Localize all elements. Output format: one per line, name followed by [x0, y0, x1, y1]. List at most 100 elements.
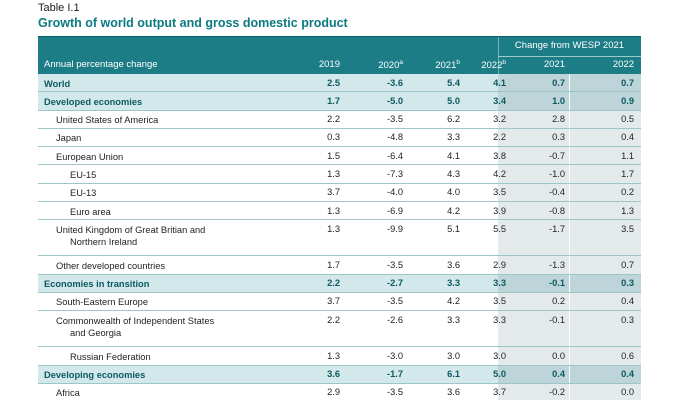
- table-cell: 3.7: [493, 387, 506, 398]
- row-label-line: Northern Ireland: [70, 236, 138, 247]
- table-cell: 3.6: [447, 259, 460, 270]
- table-cell: 1.3: [327, 168, 340, 179]
- table-cell: -3.5: [386, 296, 403, 307]
- table-cell: -1.0: [548, 168, 565, 179]
- column-separator: [569, 128, 570, 147]
- table-cell: -1.7: [548, 223, 565, 234]
- table-cell: 3.4: [493, 95, 506, 106]
- row-label: Euro area: [70, 206, 111, 218]
- header-col-footnote-mark: b: [456, 59, 460, 66]
- table-cell: 3.7: [327, 296, 340, 307]
- table-cell: 5.5: [493, 223, 506, 234]
- header-row-label: Annual percentage change: [44, 59, 158, 70]
- row-label: Developed economies: [44, 96, 142, 108]
- header-col-1: 2019: [304, 59, 340, 70]
- row-label-line: United States of America: [56, 115, 159, 126]
- row-label-line: World: [44, 78, 71, 89]
- table-cell: 0.3: [621, 314, 634, 325]
- row-label: Africa: [56, 387, 80, 399]
- table-cell: 1.7: [621, 168, 634, 179]
- row-label-line: EU-15: [70, 169, 97, 180]
- row-label: European Union: [56, 151, 123, 163]
- table-cell: 2.9: [493, 259, 506, 270]
- table-cell: -0.2: [548, 387, 565, 398]
- table-cell: 0.2: [552, 296, 565, 307]
- row-label-line: European Union: [56, 151, 124, 162]
- column-separator: [569, 365, 570, 383]
- table-cell: -3.5: [386, 259, 403, 270]
- header-col-footnote-mark: b: [502, 59, 506, 66]
- table-cell: 0.5: [621, 114, 634, 125]
- table-cell: 2.9: [327, 387, 340, 398]
- table-row: South-Eastern Europe 3.7 -3.5 4.2 3.5 0.2 0.4: [38, 292, 641, 312]
- table-cell: 3.5: [621, 223, 634, 234]
- table-cell: 2.2: [327, 278, 340, 289]
- table-cell: 2.2: [327, 114, 340, 125]
- column-separator: [569, 311, 570, 347]
- table-cell: 6.2: [447, 114, 460, 125]
- table-cell: 0.7: [552, 77, 565, 88]
- table-cell: -0.1: [548, 278, 565, 289]
- row-label-line: Russian Federation: [70, 351, 151, 362]
- table-cell: 2.2: [327, 314, 340, 325]
- table-cell: -1.7: [386, 369, 403, 380]
- table-cell: 3.0: [447, 350, 460, 361]
- column-separator: [569, 183, 570, 202]
- row-label: EU-13: [70, 187, 96, 199]
- column-separator: [569, 165, 570, 183]
- row-label: Other developed countries: [56, 260, 165, 272]
- table-cell: 4.2: [447, 296, 460, 307]
- table-cell: 3.9: [493, 205, 506, 216]
- row-label-line: United Kingdom of Great Britian and: [56, 224, 206, 235]
- table-cell: 1.3: [327, 205, 340, 216]
- header-group-label: Change from WESP 2021: [514, 40, 625, 51]
- table-row: Africa 2.9 -3.5 3.6 3.7 -0.2 0.0: [38, 383, 641, 400]
- table-row: Commonwealth of Independent States and Ge…: [38, 311, 641, 348]
- table-cell: -2.6: [386, 314, 403, 325]
- table-cell: 3.3: [493, 314, 506, 325]
- header-group-rule: [498, 56, 641, 57]
- table-cell: 0.2: [621, 187, 634, 198]
- table-row: EU-15 1.3 -7.3 4.3 4.2 -1.0 1.7: [38, 165, 641, 184]
- header-col-year: 2022: [612, 59, 634, 70]
- table-cell: 4.2: [447, 205, 460, 216]
- header-col-year: 2019: [318, 59, 340, 70]
- table-cell: 0.3: [621, 278, 634, 289]
- table-cell: 1.7: [327, 95, 340, 106]
- table-cell: 4.2: [493, 168, 506, 179]
- table-cell: 3.6: [327, 369, 340, 380]
- row-label: United Kingdom of Great Britian and North…: [56, 224, 205, 248]
- header-col-year: 2020: [378, 60, 400, 72]
- table-cell: 4.1: [493, 77, 506, 88]
- table-cell: 1.0: [552, 95, 565, 106]
- table-cell: 1.3: [327, 350, 340, 361]
- row-label-line: Developed economies: [44, 96, 143, 107]
- table-cell: -3.6: [386, 77, 403, 88]
- table-cell: -0.7: [548, 150, 565, 161]
- row-label-line: EU-13: [70, 188, 97, 199]
- table-group-row: Developed economies 1.7 -5.0 5.0 3.4 1.0 0.9: [38, 92, 641, 111]
- table-cell: 3.3: [447, 278, 460, 289]
- table-cell: -3.5: [386, 387, 403, 398]
- table-cell: 0.3: [327, 132, 340, 143]
- table-cell: 4.1: [447, 150, 460, 161]
- table-cell: 0.0: [552, 350, 565, 361]
- gdp-growth-table: Change from WESP 2021 Annual percentage …: [38, 36, 641, 400]
- table-row: Other developed countries 1.7 -3.5 3.6 2.9 -1…: [38, 256, 641, 275]
- table-cell: 3.0: [493, 350, 506, 361]
- table-cell: 2.2: [493, 132, 506, 143]
- table-cell: 0.4: [621, 132, 634, 143]
- column-separator: [569, 383, 570, 400]
- row-label-line: Africa: [56, 388, 80, 399]
- row-label: EU-15: [70, 169, 96, 181]
- table-cell: -0.8: [548, 205, 565, 216]
- column-separator: [569, 347, 570, 365]
- table-group-row: World 2.5 -3.6 5.4 4.1 0.7 0.7: [38, 74, 641, 93]
- column-separator: [569, 292, 570, 311]
- column-separator: [569, 202, 570, 220]
- table-row: United Kingdom of Great Britian and North…: [38, 220, 641, 257]
- table-cell: 3.6: [447, 387, 460, 398]
- table-row: European Union 1.5 -6.4 4.1 3.8 -0.7 1.1: [38, 147, 641, 166]
- table-cell: -0.1: [548, 314, 565, 325]
- table-cell: 5.0: [493, 369, 506, 380]
